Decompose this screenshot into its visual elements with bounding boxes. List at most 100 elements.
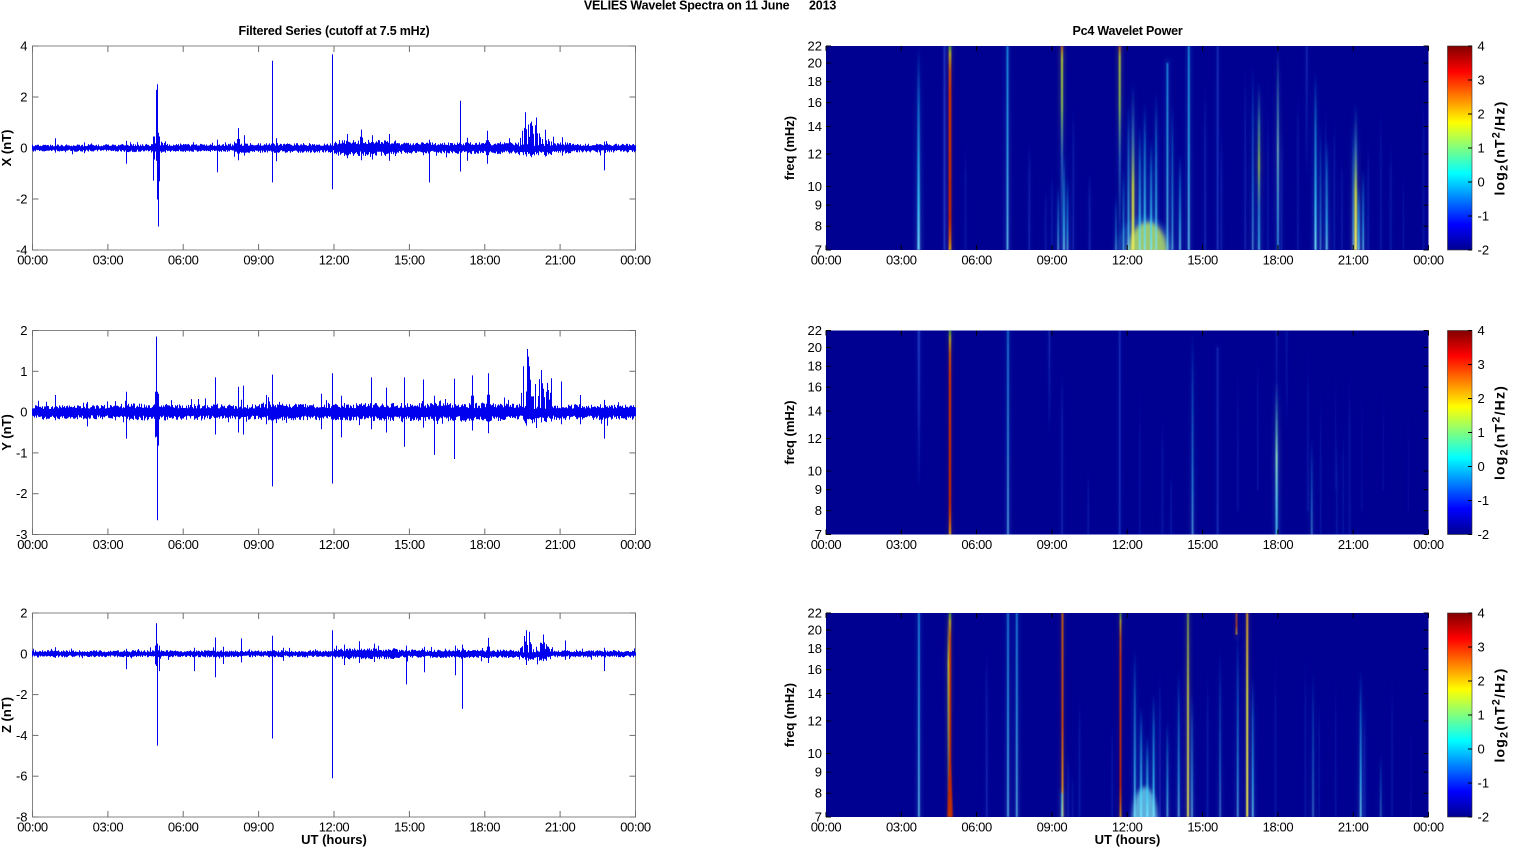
svg-text:00:00: 00:00 (17, 537, 48, 552)
svg-text:-2: -2 (16, 687, 28, 702)
svg-text:12: 12 (808, 714, 822, 729)
svg-text:0: 0 (1478, 742, 1485, 757)
svg-text:0: 0 (1478, 459, 1485, 474)
svg-text:16: 16 (808, 380, 822, 395)
svg-text:12:00: 12:00 (319, 537, 350, 552)
svg-text:14: 14 (808, 686, 822, 701)
svg-text:3: 3 (1478, 357, 1485, 372)
svg-text:2: 2 (1478, 674, 1485, 689)
svg-text:0: 0 (20, 646, 27, 661)
svg-text:-8: -8 (16, 810, 28, 825)
svg-text:22: 22 (808, 323, 822, 338)
svg-text:18:00: 18:00 (470, 537, 501, 552)
svg-text:09:00: 09:00 (1037, 537, 1068, 552)
svg-text:15:00: 15:00 (1187, 537, 1218, 552)
svg-text:00:00: 00:00 (620, 820, 651, 835)
svg-text:00:00: 00:00 (1413, 537, 1444, 552)
svg-text:2: 2 (1478, 107, 1485, 122)
svg-text:log2(nT2/Hz): log2(nT2/Hz) (1491, 385, 1511, 480)
svg-text:-1: -1 (16, 445, 28, 460)
svg-text:09:00: 09:00 (243, 253, 274, 268)
svg-text:03:00: 03:00 (886, 537, 917, 552)
svg-text:03:00: 03:00 (93, 253, 124, 268)
svg-text:Y (nT): Y (nT) (0, 414, 14, 451)
svg-text:00:00: 00:00 (1413, 820, 1444, 835)
svg-text:freq (mHz): freq (mHz) (782, 116, 797, 180)
svg-text:2: 2 (20, 323, 27, 338)
svg-text:7: 7 (815, 810, 822, 825)
svg-text:7: 7 (815, 527, 822, 542)
svg-text:15:00: 15:00 (394, 820, 425, 835)
svg-text:2: 2 (20, 606, 27, 621)
svg-text:2: 2 (20, 90, 27, 105)
svg-text:14: 14 (808, 404, 822, 419)
svg-text:15:00: 15:00 (394, 253, 425, 268)
svg-text:12: 12 (808, 147, 822, 162)
svg-text:0: 0 (20, 141, 27, 156)
svg-text:06:00: 06:00 (168, 253, 199, 268)
svg-text:06:00: 06:00 (168, 537, 199, 552)
svg-text:3: 3 (1478, 73, 1485, 88)
svg-text:03:00: 03:00 (93, 537, 124, 552)
svg-text:UT (hours): UT (hours) (1095, 832, 1161, 847)
svg-text:06:00: 06:00 (168, 820, 199, 835)
svg-text:20: 20 (808, 623, 822, 638)
svg-text:-2: -2 (16, 486, 28, 501)
svg-text:00:00: 00:00 (811, 537, 842, 552)
svg-text:log2(nT2/Hz): log2(nT2/Hz) (1491, 667, 1511, 762)
svg-text:-1: -1 (1478, 493, 1490, 508)
svg-text:-2: -2 (16, 192, 28, 207)
svg-text:-2: -2 (1478, 810, 1490, 825)
svg-text:4: 4 (1478, 606, 1485, 621)
svg-text:log2(nT2/Hz): log2(nT2/Hz) (1491, 100, 1511, 195)
svg-text:18: 18 (808, 359, 822, 374)
svg-text:21:00: 21:00 (1338, 820, 1369, 835)
svg-text:09:00: 09:00 (243, 537, 274, 552)
svg-text:03:00: 03:00 (886, 820, 917, 835)
svg-text:10: 10 (808, 464, 822, 479)
svg-text:UT (hours): UT (hours) (301, 832, 367, 847)
svg-text:09:00: 09:00 (1037, 820, 1068, 835)
svg-text:16: 16 (808, 95, 822, 110)
svg-text:0: 0 (20, 405, 27, 420)
svg-text:00:00: 00:00 (620, 253, 651, 268)
svg-text:12:00: 12:00 (319, 820, 350, 835)
svg-text:15:00: 15:00 (1187, 820, 1218, 835)
svg-text:22: 22 (808, 39, 822, 54)
svg-text:06:00: 06:00 (961, 820, 992, 835)
svg-text:9: 9 (815, 198, 822, 213)
svg-text:12:00: 12:00 (1112, 253, 1143, 268)
svg-text:2: 2 (1478, 391, 1485, 406)
svg-text:00:00: 00:00 (17, 820, 48, 835)
svg-text:8: 8 (815, 786, 822, 801)
svg-text:09:00: 09:00 (243, 820, 274, 835)
svg-text:-4: -4 (16, 728, 28, 743)
svg-text:20: 20 (808, 56, 822, 71)
svg-text:10: 10 (808, 179, 822, 194)
svg-text:18:00: 18:00 (470, 820, 501, 835)
svg-text:1: 1 (1478, 708, 1485, 723)
svg-text:7: 7 (815, 243, 822, 258)
svg-text:4: 4 (1478, 39, 1485, 54)
svg-text:03:00: 03:00 (886, 253, 917, 268)
svg-text:-6: -6 (16, 769, 28, 784)
svg-text:00:00: 00:00 (811, 820, 842, 835)
svg-text:18:00: 18:00 (1263, 820, 1294, 835)
svg-text:06:00: 06:00 (961, 253, 992, 268)
svg-text:Filtered Series (cutoff at 7.5: Filtered Series (cutoff at 7.5 mHz) (239, 24, 430, 38)
svg-text:00:00: 00:00 (17, 253, 48, 268)
svg-text:0: 0 (1478, 175, 1485, 190)
svg-text:-2: -2 (1478, 527, 1490, 542)
svg-text:21:00: 21:00 (545, 537, 576, 552)
svg-text:4: 4 (20, 39, 27, 54)
svg-text:18:00: 18:00 (1263, 253, 1294, 268)
svg-text:18: 18 (808, 641, 822, 656)
svg-text:18: 18 (808, 74, 822, 89)
svg-text:21:00: 21:00 (1338, 537, 1369, 552)
svg-text:12:00: 12:00 (319, 253, 350, 268)
svg-text:12: 12 (808, 431, 822, 446)
svg-text:-1: -1 (1478, 209, 1490, 224)
svg-text:freq (mHz): freq (mHz) (782, 400, 797, 464)
svg-text:-1: -1 (1478, 776, 1490, 791)
svg-text:3: 3 (1478, 640, 1485, 655)
